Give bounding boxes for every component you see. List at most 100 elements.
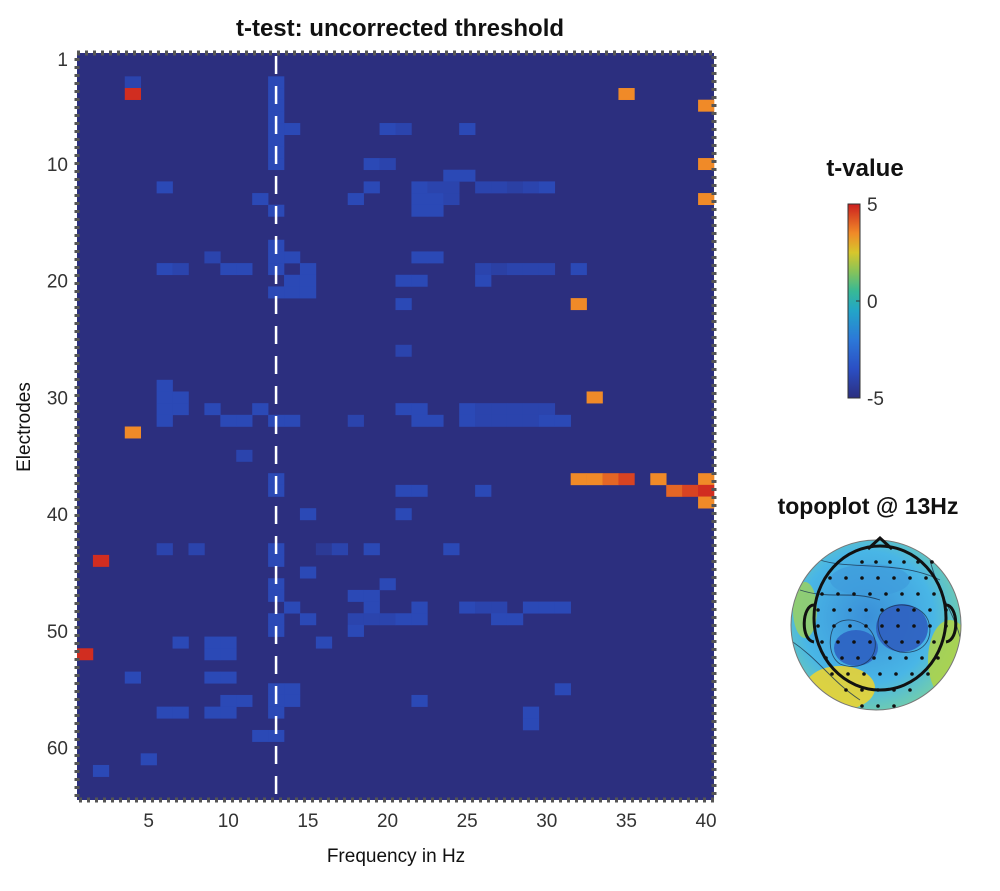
heatmap-cell	[427, 204, 444, 217]
electrode-dot	[836, 592, 840, 596]
heatmap-cell	[363, 543, 380, 556]
heatmap-cell	[347, 193, 364, 206]
heatmap-cell	[411, 484, 428, 497]
heatmap-cell	[475, 414, 492, 427]
heatmap-cell	[172, 636, 189, 649]
electrode-dot	[852, 592, 856, 596]
heatmap-cell	[411, 414, 428, 427]
heatmap-cell	[570, 298, 587, 311]
heatmap-cell	[315, 636, 333, 649]
heatmap-cell	[156, 181, 173, 194]
heatmap-cell	[363, 589, 380, 602]
electrode-dot	[892, 688, 896, 692]
heatmap-cell	[698, 193, 715, 206]
heatmap-cell	[522, 263, 540, 276]
heatmap-cell	[411, 613, 428, 626]
left-ear-outline	[802, 603, 815, 644]
electrode-dot	[936, 656, 940, 660]
heatmap-cell	[284, 414, 301, 427]
x-tick-label: 15	[297, 811, 318, 832]
heatmap-cell	[411, 694, 428, 707]
electrode-dot	[884, 592, 888, 596]
heatmap-cell	[602, 473, 619, 486]
heatmap-cell	[220, 694, 237, 707]
heatmap-cell	[459, 414, 476, 427]
heatmap-cell	[618, 88, 635, 100]
heatmap-cell	[124, 88, 142, 100]
heatmap-cell	[236, 449, 253, 462]
electrode-dot	[864, 608, 868, 612]
y-tick-label: 40	[47, 505, 68, 526]
heatmap-cell	[284, 286, 301, 299]
colorbar-tick-label: 0	[867, 292, 878, 313]
heatmap-cell	[156, 403, 173, 416]
topoplot-contours	[791, 559, 961, 701]
heatmap-cell	[506, 613, 524, 626]
head-outline	[812, 544, 948, 692]
heatmap-cell	[586, 473, 603, 486]
electrode-dot	[868, 592, 872, 596]
heatmap-cell	[427, 251, 444, 264]
heatmap-cell	[491, 414, 508, 427]
heatmap-cell	[220, 636, 237, 649]
x-tick-label: 5	[143, 811, 154, 832]
electrode-dot	[932, 640, 936, 644]
electrode-dot	[912, 608, 916, 612]
heatmap-cell	[156, 706, 173, 719]
electrode-dot	[820, 640, 824, 644]
electrode-dot	[832, 608, 836, 612]
electrode-dot	[910, 672, 914, 676]
heatmap-cell	[236, 694, 253, 707]
heatmap-cell	[618, 473, 635, 486]
electrode-dot	[856, 656, 860, 660]
heatmap-cell	[411, 403, 428, 416]
electrode-dot	[880, 608, 884, 612]
heatmap-cell	[379, 123, 396, 135]
electrode-dot	[824, 656, 828, 660]
x-axis-label: Frequency in Hz	[327, 846, 465, 867]
topoplot-negative-region	[876, 604, 928, 652]
y-axis-ticks: 1 10 20 30 40 50 60	[47, 50, 68, 760]
heatmap-cell	[252, 729, 269, 742]
electrode-dot	[904, 656, 908, 660]
electrode-dot	[932, 592, 936, 596]
colorbar-title: t-value	[826, 155, 903, 182]
heatmap-cell	[443, 193, 460, 206]
heatmap-cell	[475, 403, 492, 416]
electrode-dot	[916, 640, 920, 644]
heatmap-cell	[698, 473, 715, 486]
heatmap-cell	[443, 169, 460, 182]
heatmap-cell	[570, 473, 587, 486]
electrode-dot	[884, 640, 888, 644]
colorbar-tick-label: -5	[867, 389, 884, 410]
heatmap-cell	[459, 123, 476, 135]
electrode-dot	[892, 576, 896, 580]
electrode-dot	[846, 672, 850, 676]
heatmap-cell	[443, 181, 460, 194]
heatmap-cell	[459, 601, 476, 614]
heatmap-cell	[156, 391, 173, 404]
heatmap-cell	[570, 263, 587, 276]
y-tick-label: 10	[47, 155, 68, 176]
heatmap-cell	[682, 484, 699, 497]
topoplot-negative-region	[834, 630, 878, 666]
heatmap-cell	[395, 123, 412, 135]
heatmap-cell	[411, 204, 428, 217]
heatmap-cell	[522, 601, 540, 614]
electrode-dot	[848, 624, 852, 628]
heatmap-cell	[698, 496, 715, 509]
heatmap-cell	[363, 601, 380, 614]
electrode-dot	[926, 672, 930, 676]
heatmap-cell	[284, 694, 301, 707]
electrode-dot	[878, 672, 882, 676]
heatmap-cell	[522, 414, 540, 427]
electrode-dot	[876, 704, 880, 708]
heatmap-cell	[204, 648, 221, 661]
electrode-dot	[908, 576, 912, 580]
heatmap-cell	[491, 181, 508, 194]
heatmap-cell	[506, 403, 524, 416]
heatmap-cell	[411, 251, 428, 264]
heatmap-cell	[204, 671, 221, 684]
electrode-dot	[944, 624, 948, 628]
heatmap-cell	[411, 274, 428, 287]
